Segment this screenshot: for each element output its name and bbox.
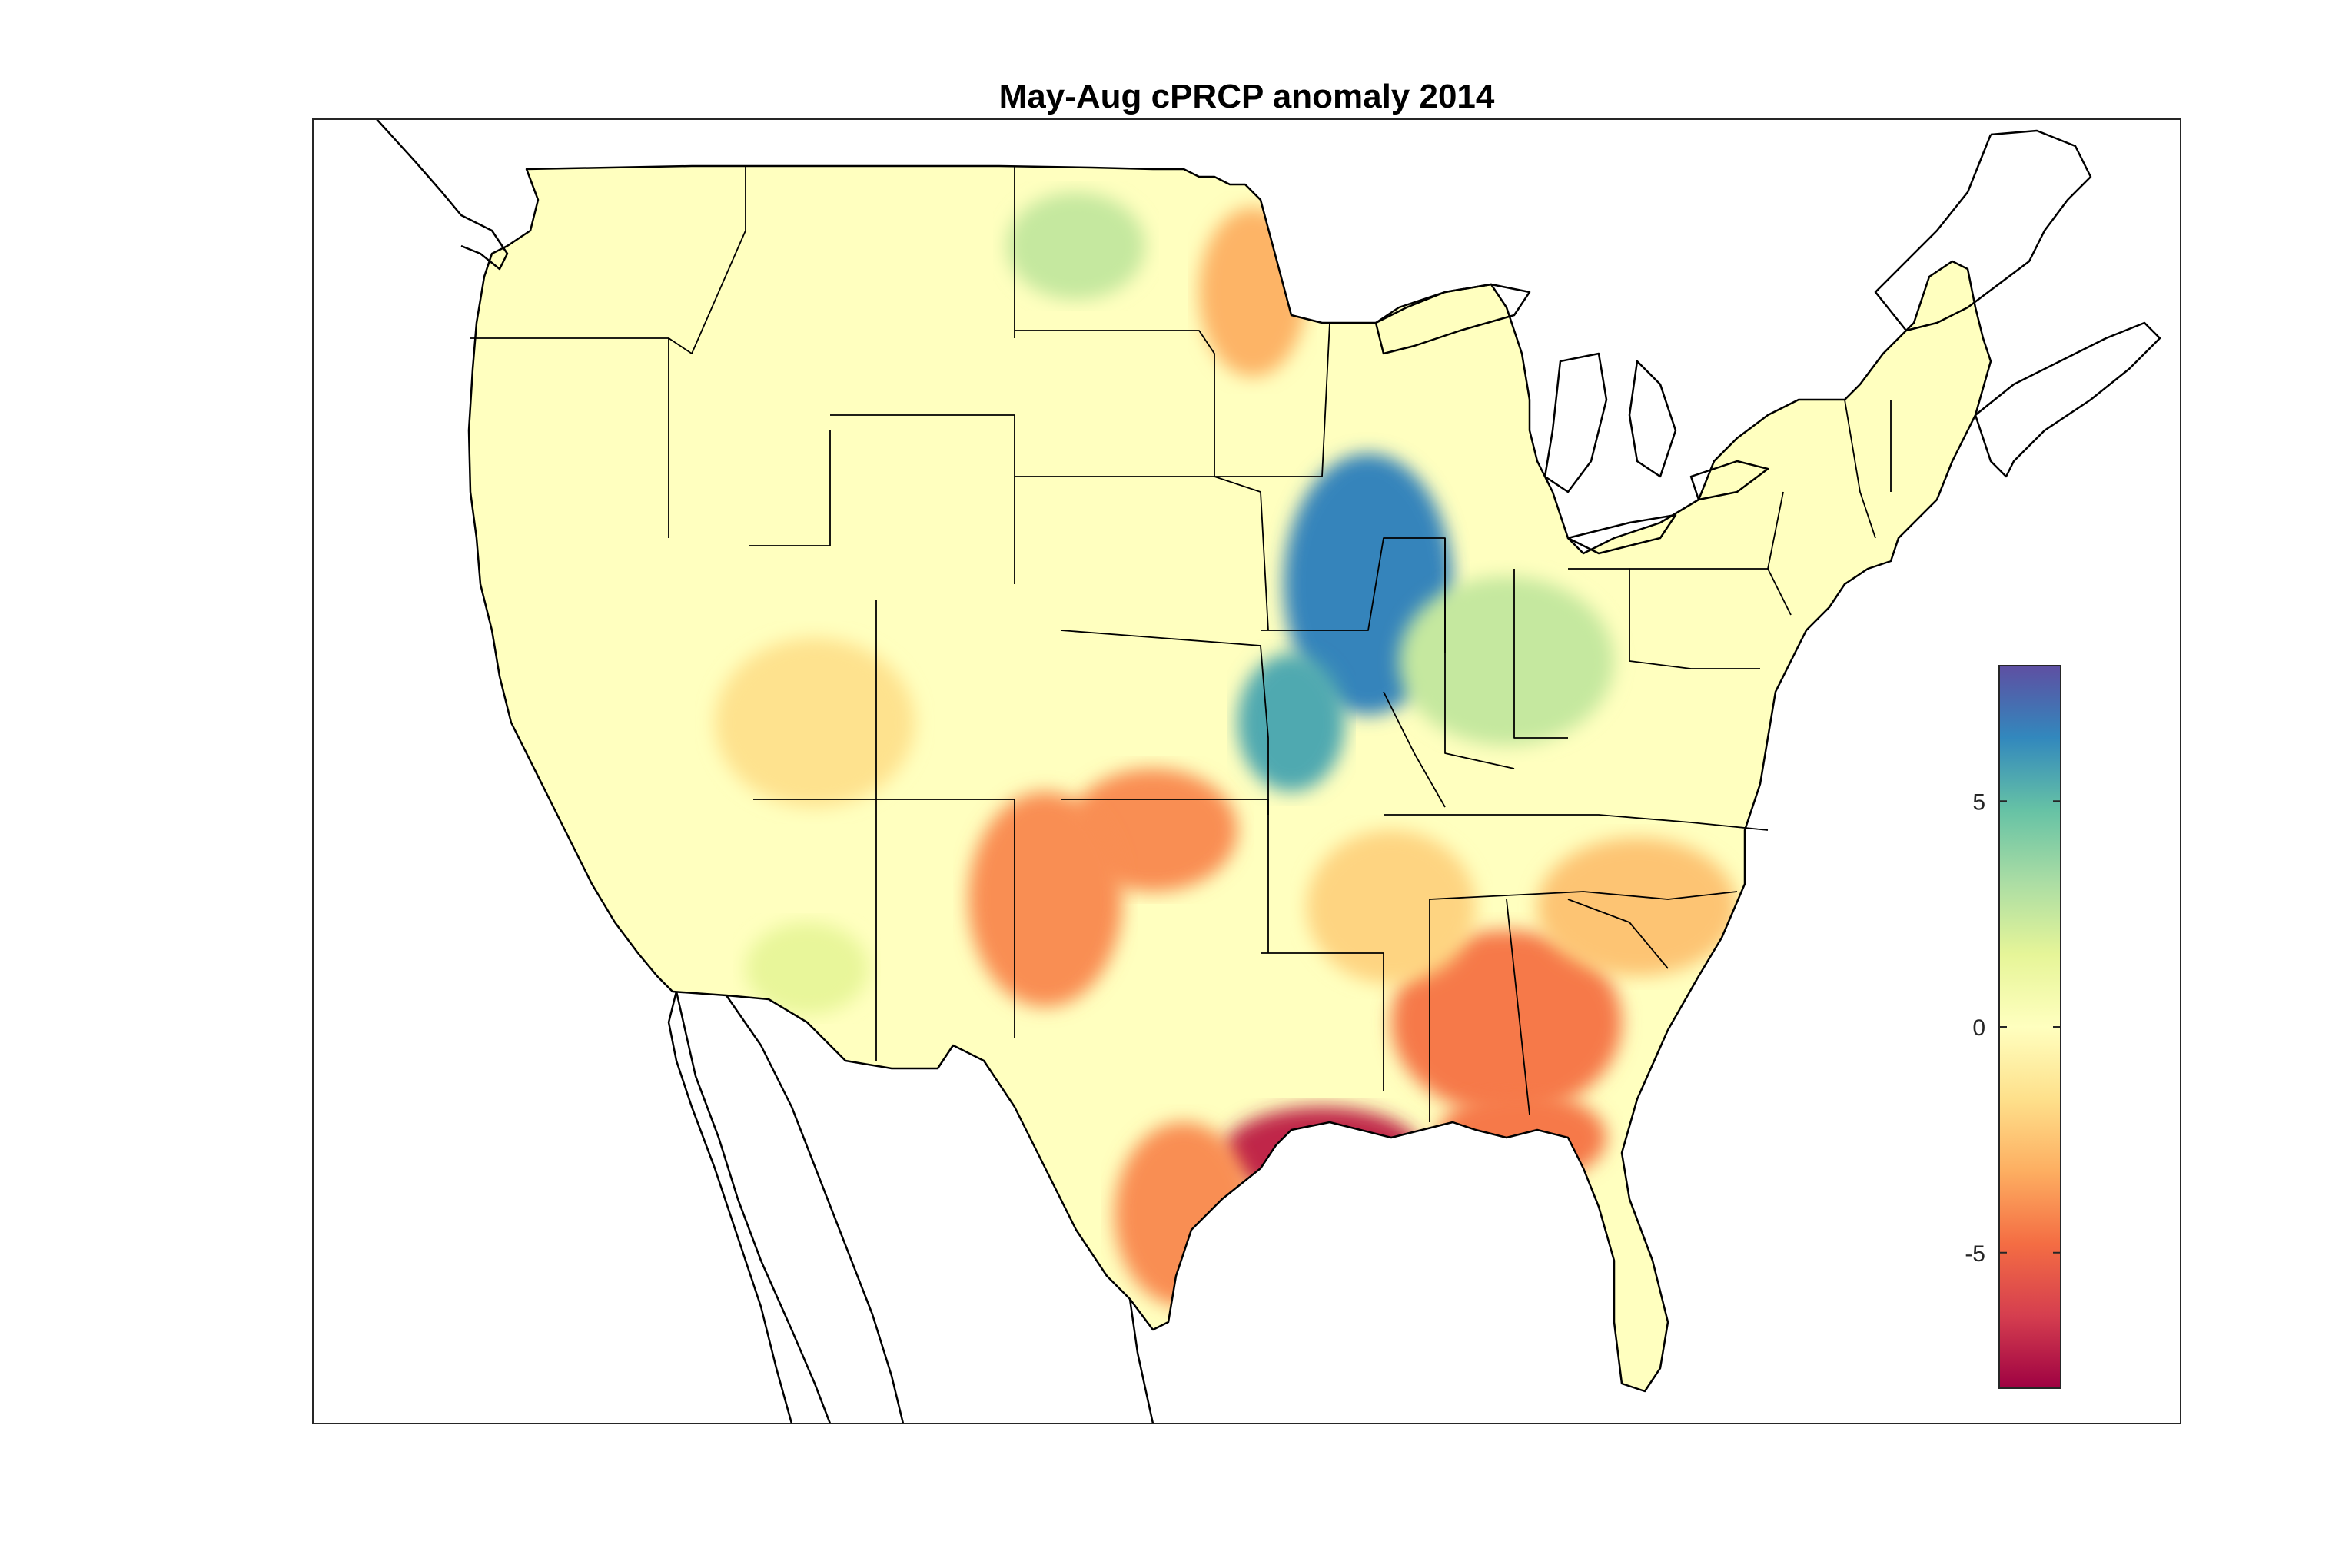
state-border	[1015, 330, 1215, 477]
anomaly-region	[1399, 576, 1614, 746]
mexico-gulf-coast	[1128, 1298, 1154, 1423]
state-border	[749, 430, 831, 546]
map-axes-frame	[312, 118, 2181, 1424]
plot-title: May-Aug cPRCP anomaly 2014	[999, 78, 1495, 115]
state-border	[1214, 322, 1330, 477]
state-border	[1429, 891, 1738, 900]
anomaly-region	[1199, 208, 1307, 377]
colorbar-tick-label: 5	[1972, 789, 1985, 815]
map-area	[376, 119, 2161, 1423]
state-border	[1767, 491, 1784, 570]
anomaly-region	[1307, 830, 1476, 984]
state-border	[668, 166, 746, 354]
state-border	[1015, 476, 1269, 631]
anomaly-region	[968, 792, 1122, 1007]
state-border	[1629, 660, 1760, 669]
state-border	[1506, 899, 1530, 1115]
newfoundland-coast	[1874, 129, 2092, 332]
anomaly-region	[1007, 192, 1145, 300]
state-border	[1261, 952, 1384, 1091]
us-outline	[467, 164, 1992, 1393]
anomaly-heatmap	[469, 166, 1991, 1391]
colorbar: 5 0 -5	[1965, 665, 2061, 1389]
state-border	[1384, 814, 1769, 831]
colorbar-ticks: 5 0 -5	[1965, 789, 2061, 1267]
canada-coast-west	[376, 119, 509, 271]
mexico-mainland-coast	[725, 995, 905, 1423]
state-border	[1061, 799, 1269, 953]
state-border	[1844, 399, 1876, 539]
anomaly-region	[1237, 653, 1345, 792]
anomaly-region	[1437, 1091, 1606, 1184]
state-border	[1444, 538, 1515, 769]
nova-scotia-coast	[1974, 321, 2161, 478]
anomaly-region	[1537, 838, 1737, 976]
baja-coastline	[667, 991, 832, 1423]
colorbar-tick-label: -5	[1965, 1241, 1985, 1267]
anomaly-region	[1391, 930, 1622, 1115]
state-border	[1567, 899, 1669, 969]
state-border	[1513, 569, 1568, 739]
anomaly-region	[1222, 1107, 1422, 1199]
state-border	[1383, 691, 1446, 808]
anomaly-region	[715, 638, 915, 807]
anomaly-region	[1115, 1122, 1253, 1307]
state-border	[753, 799, 1015, 1038]
state-border	[830, 414, 1015, 584]
state-border	[1060, 630, 1269, 815]
state-boundaries	[470, 166, 1892, 1122]
coastlines	[376, 119, 2161, 1423]
great-lakes	[1374, 283, 1769, 555]
anomaly-region	[746, 922, 869, 1015]
colorbar-tick-label: 0	[1972, 1015, 1985, 1041]
colorbar-gradient	[1998, 665, 2061, 1389]
